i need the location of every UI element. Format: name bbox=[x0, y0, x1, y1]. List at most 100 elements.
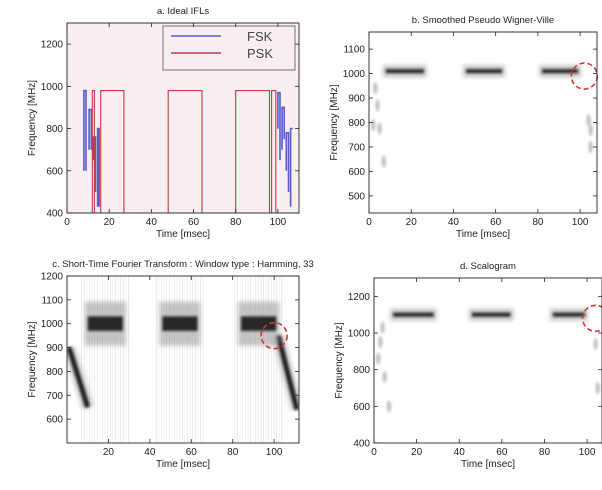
x-tick-label: 40 bbox=[448, 217, 460, 228]
chart-panel-c: c. Short-Time Fourier Transform : Window… bbox=[27, 259, 314, 470]
x-axis-label: Time [msec] bbox=[461, 459, 515, 470]
heatmap-group bbox=[371, 65, 593, 168]
energy-band bbox=[472, 312, 511, 317]
series-line bbox=[91, 90, 95, 213]
x-tick-label: 80 bbox=[532, 217, 544, 228]
x-tick-label: 20 bbox=[411, 447, 423, 458]
plot-frame bbox=[66, 275, 300, 444]
y-tick-label: 800 bbox=[46, 124, 63, 135]
faint-spot bbox=[586, 114, 591, 127]
y-tick-label: 400 bbox=[353, 439, 370, 450]
y-tick-label: 800 bbox=[353, 365, 370, 376]
x-tick-label: 0 bbox=[366, 217, 372, 228]
x-axis-label: Time [msec] bbox=[456, 229, 510, 240]
legend-label: PSK bbox=[247, 46, 273, 61]
highlight-circle bbox=[581, 304, 602, 333]
x-axis-label: Time [msec] bbox=[156, 229, 210, 240]
x-tick-label: 80 bbox=[227, 447, 239, 458]
faint-spot bbox=[381, 155, 386, 168]
series-line bbox=[235, 90, 271, 213]
series-line bbox=[100, 90, 125, 213]
plot-background bbox=[369, 32, 597, 213]
energy-band bbox=[466, 69, 502, 74]
y-tick-label: 1200 bbox=[348, 292, 371, 303]
y-tick-label: 800 bbox=[46, 367, 63, 378]
series-line bbox=[289, 127, 293, 207]
x-tick-label: 20 bbox=[104, 217, 116, 228]
faint-spot bbox=[593, 338, 598, 350]
chart-title: b. Smoothed Pseudo Wigner-Ville bbox=[412, 15, 554, 26]
plot-frame bbox=[368, 31, 598, 214]
x-tick-label: 40 bbox=[144, 447, 156, 458]
plot-frame bbox=[66, 22, 300, 214]
highlight-circle bbox=[260, 321, 288, 350]
x-axis-label: Time [msec] bbox=[156, 459, 210, 470]
y-tick-label: 900 bbox=[46, 343, 63, 354]
series-psk bbox=[91, 90, 277, 213]
energy-band bbox=[552, 312, 585, 317]
plot-frame bbox=[373, 277, 602, 444]
faint-spot bbox=[380, 321, 385, 334]
y-tick-label: 800 bbox=[348, 118, 365, 129]
y-tick-label: 1000 bbox=[41, 319, 64, 330]
x-tick-label: 0 bbox=[371, 447, 377, 458]
y-tick-label: 600 bbox=[46, 415, 63, 426]
chart-title: c. Short-Time Fourier Transform : Window… bbox=[52, 259, 314, 270]
y-axis-label: Frequency [MHz] bbox=[334, 322, 345, 398]
energy-band bbox=[162, 316, 198, 331]
legend: FSK PSK bbox=[162, 25, 296, 71]
series-line bbox=[96, 127, 100, 207]
energy-band bbox=[241, 316, 277, 331]
chart-panel-a: FSK PSK a. Ideal IFLs 0 20 40 60 80 100 400 600 800… bbox=[27, 6, 300, 240]
y-tick-label: 1100 bbox=[343, 45, 365, 56]
series-line bbox=[167, 90, 203, 213]
x-tick-label: 60 bbox=[186, 447, 198, 458]
x-tick-label: 100 bbox=[572, 217, 589, 228]
energy-band bbox=[542, 69, 578, 74]
series-line bbox=[277, 91, 281, 161]
x-tick-label: 100 bbox=[270, 217, 287, 228]
energy-band bbox=[385, 69, 424, 74]
faint-spot bbox=[377, 122, 382, 135]
chart-title: a. Ideal IFLs bbox=[157, 6, 210, 17]
series-line bbox=[285, 132, 290, 192]
plot-background bbox=[374, 278, 602, 443]
heatmap-group bbox=[67, 276, 299, 443]
series-line bbox=[271, 90, 277, 213]
y-tick-label: 400 bbox=[46, 209, 63, 220]
faint-spot bbox=[386, 400, 392, 413]
y-tick-label: 1000 bbox=[348, 329, 371, 340]
chart-panel-b: b. Smoothed Pseudo Wigner-Ville 0 20 40 60 80… bbox=[329, 15, 599, 240]
chirp-energy bbox=[67, 346, 91, 408]
faint-spot bbox=[375, 99, 380, 112]
x-tick-label: 100 bbox=[579, 447, 596, 458]
y-tick-label: 1200 bbox=[41, 40, 64, 51]
y-tick-label: 700 bbox=[348, 142, 365, 153]
chart-title: d. Scalogram bbox=[460, 261, 516, 272]
legend-box bbox=[162, 25, 296, 71]
series-line bbox=[88, 108, 93, 150]
y-tick-label: 600 bbox=[353, 402, 370, 413]
y-tick-label: 1000 bbox=[41, 82, 64, 93]
energy-band bbox=[393, 312, 434, 317]
energy-band bbox=[87, 316, 123, 331]
heatmap-group bbox=[376, 308, 600, 413]
x-tick-label: 40 bbox=[454, 447, 466, 458]
x-tick-label: 40 bbox=[146, 217, 158, 228]
plot-background bbox=[67, 276, 299, 443]
faint-spot bbox=[371, 118, 376, 131]
faint-spot bbox=[373, 82, 378, 95]
x-tick-label: 0 bbox=[64, 217, 70, 228]
x-tick-label: 80 bbox=[539, 447, 551, 458]
y-tick-label: 900 bbox=[348, 94, 365, 105]
y-axis-label: Frequency [MHz] bbox=[27, 321, 38, 397]
faint-spot bbox=[595, 382, 600, 394]
x-tick-label: 80 bbox=[230, 217, 242, 228]
faint-spot bbox=[376, 352, 381, 365]
faint-spot bbox=[382, 371, 387, 383]
chart-panel-d: d. Scalogram 0 20 40 60 80 100 400 600 800 1000 120… bbox=[334, 261, 602, 470]
faint-spot bbox=[378, 336, 383, 349]
series-group bbox=[83, 89, 293, 213]
y-tick-label: 500 bbox=[348, 191, 365, 202]
